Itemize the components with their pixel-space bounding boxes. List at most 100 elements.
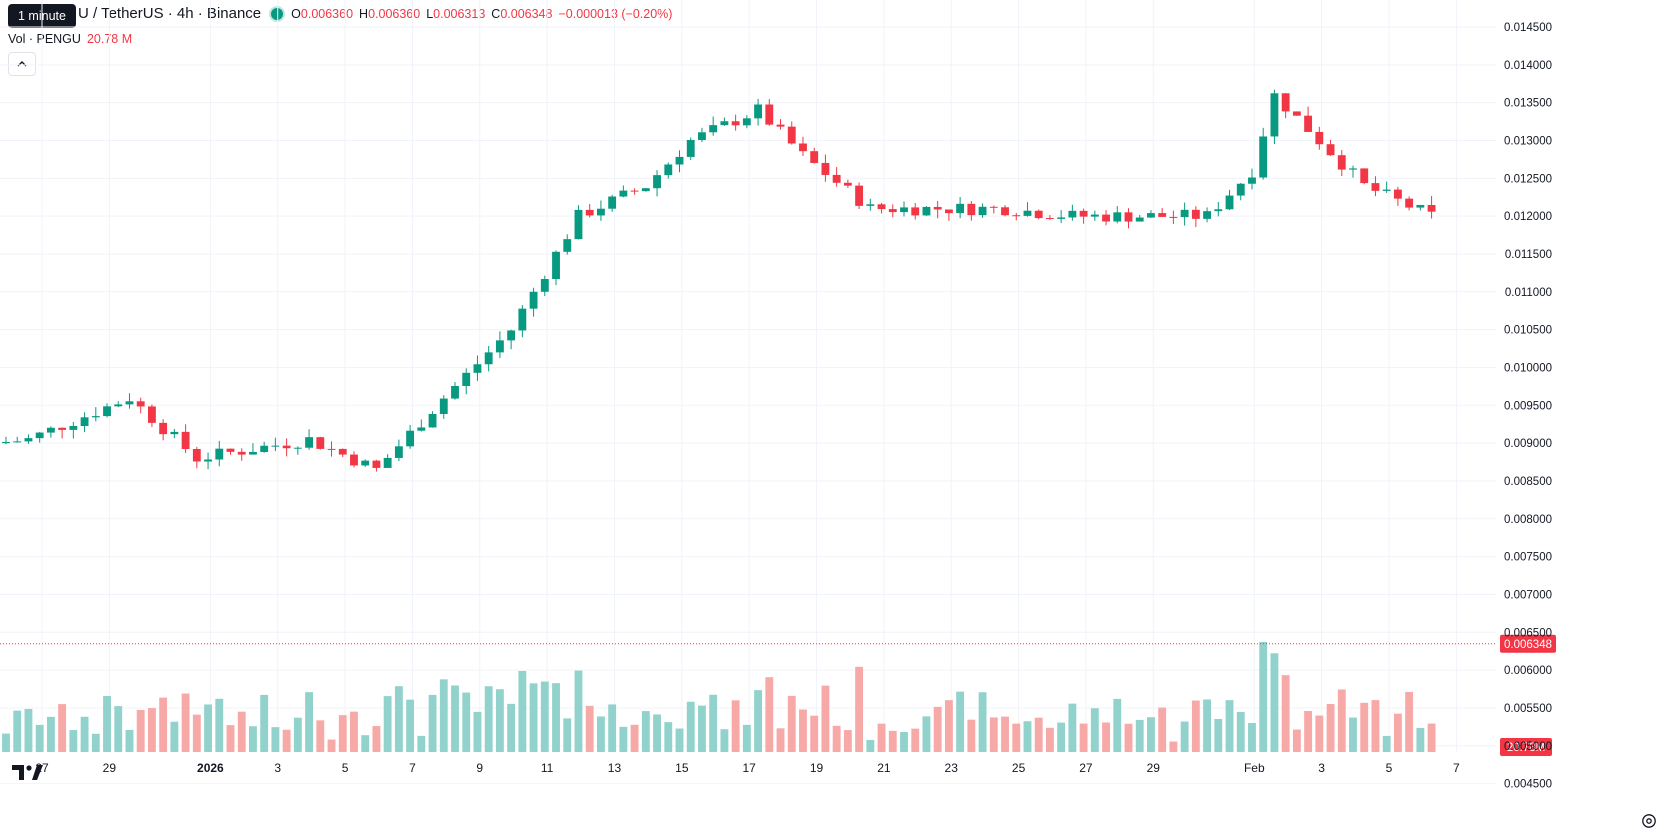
collapse-legend-button[interactable]	[8, 52, 36, 76]
candle-body	[664, 164, 673, 176]
volume-bar	[237, 711, 246, 752]
volume-bar	[922, 716, 931, 752]
candle-body	[1068, 210, 1077, 218]
price-tick-label: 0.011500	[1505, 249, 1552, 261]
candle-body	[698, 132, 706, 140]
ohlc-low: L0.006313	[426, 6, 486, 21]
volume-bar	[855, 666, 864, 752]
volume-bar	[877, 723, 886, 752]
volume-bar	[989, 717, 998, 752]
volume-bar	[1191, 700, 1200, 752]
volume-bar	[372, 726, 381, 752]
volume-bar	[1270, 653, 1279, 752]
candle-body	[1169, 216, 1178, 218]
volume-bar	[574, 670, 583, 752]
time-tick-label: 7	[1453, 761, 1460, 775]
time-tick-label: 3	[274, 761, 281, 775]
volume-bar	[799, 709, 807, 752]
candle-body	[540, 278, 549, 292]
volume-bar	[260, 694, 269, 752]
candle-body	[552, 251, 560, 279]
candle-body	[35, 432, 44, 439]
candle-body	[653, 175, 661, 189]
volume-bar	[933, 706, 942, 752]
symbol-title[interactable]: U / TetherUS · 4h · Binance	[78, 5, 262, 22]
candle-body	[585, 209, 594, 216]
candle-body	[821, 162, 830, 175]
price-change: −0.000013 (−0.20%)	[558, 6, 673, 21]
candle-body	[518, 308, 527, 331]
candle-body	[619, 190, 628, 197]
candle-body	[125, 401, 134, 405]
volume-bar	[866, 739, 875, 752]
candle-body	[956, 203, 965, 214]
volume-bar	[170, 721, 179, 752]
candle-body	[574, 209, 583, 240]
volume-bar	[810, 715, 819, 752]
volume-bar	[361, 735, 370, 752]
candle-body	[877, 204, 886, 210]
volume-bar	[226, 725, 235, 752]
volume-bar	[843, 730, 852, 752]
candle-body	[843, 182, 852, 186]
candle-body	[439, 398, 448, 414]
candle-body	[91, 416, 100, 418]
candle-body	[170, 431, 179, 435]
candle-body	[1158, 213, 1167, 217]
volume-bar	[686, 701, 695, 752]
candle-body	[1079, 210, 1088, 217]
candle-body	[1281, 93, 1290, 112]
tradingview-logo-icon[interactable]	[10, 760, 44, 784]
candle-body	[462, 372, 471, 387]
candle-body	[1214, 209, 1223, 212]
candle-body	[46, 427, 55, 433]
price-tick-label: 0.013000	[1504, 135, 1552, 147]
volume-bar	[282, 729, 291, 752]
volume-bar	[316, 720, 325, 752]
candle-body	[237, 451, 246, 455]
volume-bar	[24, 708, 33, 752]
candle-body	[944, 209, 953, 214]
volume-bar	[13, 710, 22, 752]
candle-body	[103, 406, 111, 417]
candle-body	[1012, 215, 1021, 217]
candle-body	[1405, 198, 1414, 208]
market-status-dot[interactable]	[271, 7, 284, 20]
candle-body	[383, 457, 392, 468]
volume-bar	[742, 724, 751, 752]
candle-body	[114, 404, 123, 407]
candle-body	[754, 104, 763, 119]
volume-bar	[1214, 719, 1223, 752]
candle-body	[1315, 131, 1324, 145]
volume-bar	[765, 677, 774, 752]
volume-bar	[698, 705, 706, 752]
candle-body	[1034, 210, 1043, 219]
candle-body	[80, 417, 89, 427]
volume-bar	[1304, 711, 1313, 752]
gear-icon[interactable]	[1640, 812, 1658, 830]
volume-bar	[1360, 702, 1369, 752]
volume-bar	[192, 714, 201, 752]
candle-body	[1001, 207, 1009, 216]
candle-body	[1225, 195, 1234, 210]
time-tick-label: 13	[608, 761, 622, 775]
volume-bar	[91, 733, 100, 752]
time-tick-label: 25	[1012, 761, 1026, 775]
volume-bar	[664, 722, 673, 752]
volume-bar	[1382, 735, 1391, 752]
volume-bar	[754, 690, 763, 752]
volume-bar	[619, 726, 628, 752]
volume-bar	[58, 704, 67, 752]
candle-body	[428, 413, 437, 428]
candle-body	[1326, 144, 1335, 156]
volume-bar	[125, 729, 134, 752]
candlesticks	[2, 89, 1436, 472]
time-tick-label: 11	[541, 761, 554, 775]
candle-body	[641, 188, 650, 192]
volume-bar	[136, 709, 145, 752]
volume-bar	[181, 693, 190, 752]
candle-body	[417, 427, 426, 431]
time-tick-label: 19	[810, 761, 824, 775]
volume-label[interactable]: Vol · PENGU	[8, 32, 81, 46]
